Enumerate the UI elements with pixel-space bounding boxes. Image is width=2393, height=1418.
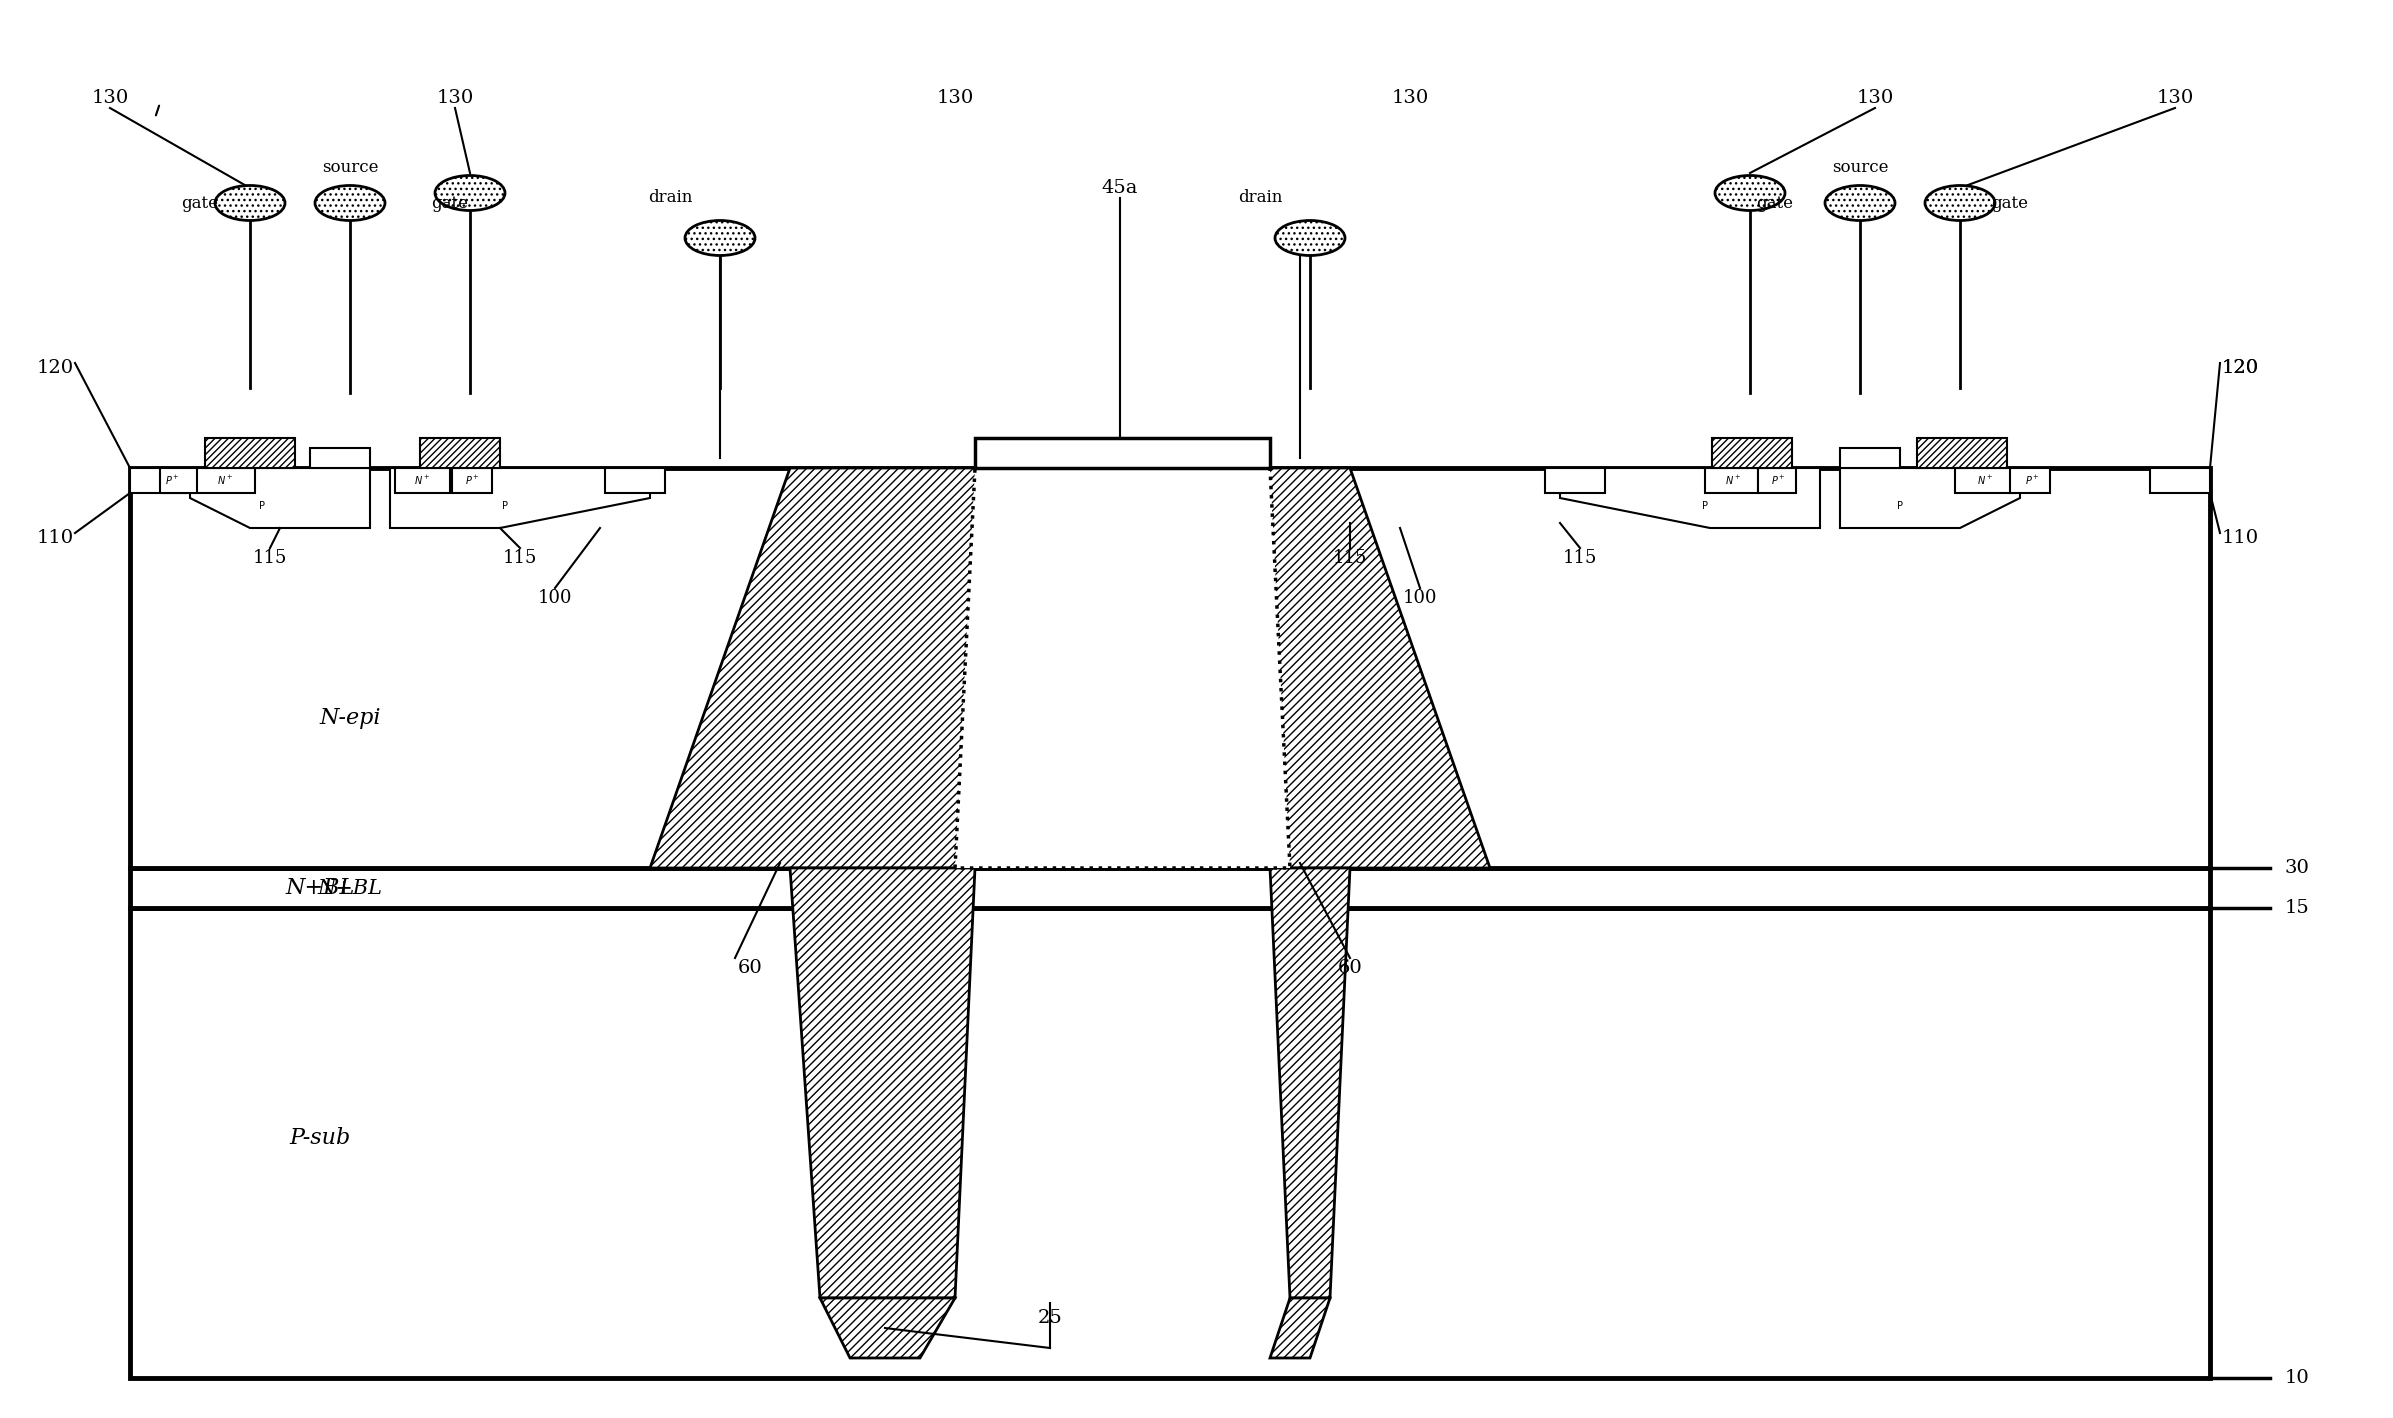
- Text: 130: 130: [936, 89, 974, 106]
- Text: P-sub: P-sub: [290, 1127, 352, 1149]
- Text: 100: 100: [538, 588, 572, 607]
- Bar: [974, 438, 1271, 468]
- Text: 10: 10: [2285, 1368, 2309, 1387]
- Text: 100: 100: [1402, 588, 1438, 607]
- Text: 130: 130: [1390, 89, 1429, 106]
- Ellipse shape: [1716, 176, 1785, 210]
- Polygon shape: [1271, 1297, 1331, 1358]
- Text: drain: drain: [649, 190, 692, 207]
- Text: N+BL: N+BL: [318, 879, 383, 898]
- Text: 115: 115: [1563, 549, 1596, 567]
- Ellipse shape: [436, 176, 505, 210]
- Text: 45a: 45a: [1101, 179, 1139, 197]
- Text: source: source: [321, 159, 378, 176]
- Text: 130: 130: [91, 89, 129, 106]
- Text: P: P: [503, 501, 507, 510]
- Text: 115: 115: [1333, 549, 1366, 567]
- Text: 130: 130: [436, 89, 474, 106]
- Polygon shape: [651, 468, 1101, 868]
- Bar: [1955, 468, 2015, 493]
- Text: 120: 120: [2221, 359, 2259, 377]
- Polygon shape: [1840, 468, 2020, 527]
- Text: $N^+$: $N^+$: [414, 474, 431, 486]
- Text: 115: 115: [254, 549, 287, 567]
- Text: 120: 120: [36, 359, 74, 377]
- Bar: [1546, 468, 1606, 493]
- Text: 25: 25: [1039, 1309, 1062, 1327]
- Bar: [1711, 438, 1792, 468]
- Text: 130: 130: [1857, 89, 1893, 106]
- Ellipse shape: [316, 186, 385, 221]
- Polygon shape: [790, 868, 974, 1297]
- Polygon shape: [1560, 468, 1821, 527]
- Text: source: source: [1831, 159, 1888, 176]
- Text: N+BL: N+BL: [285, 876, 354, 899]
- Text: $N^+$: $N^+$: [1977, 474, 1993, 486]
- Text: drain: drain: [1237, 190, 1283, 207]
- Bar: [421, 438, 500, 468]
- Bar: [206, 438, 294, 468]
- Text: P: P: [1898, 501, 1902, 510]
- Text: gate: gate: [1756, 194, 1792, 211]
- Text: $P^+$: $P^+$: [464, 474, 479, 486]
- Bar: [605, 468, 665, 493]
- Text: $N^+$: $N^+$: [1725, 474, 1742, 486]
- Text: 115: 115: [503, 549, 536, 567]
- Text: $N^+$: $N^+$: [218, 474, 232, 486]
- Bar: [1840, 448, 1900, 468]
- Bar: [2149, 468, 2211, 493]
- Text: gate: gate: [431, 194, 469, 211]
- Bar: [395, 468, 450, 493]
- Ellipse shape: [684, 221, 756, 255]
- Text: gate: gate: [182, 194, 218, 211]
- Bar: [2010, 468, 2051, 493]
- Ellipse shape: [1924, 186, 1996, 221]
- Text: 130: 130: [2156, 89, 2194, 106]
- Bar: [311, 448, 371, 468]
- Bar: [129, 868, 2211, 908]
- Polygon shape: [1271, 868, 1350, 1297]
- Text: 60: 60: [1338, 959, 1362, 977]
- Text: P: P: [258, 501, 266, 510]
- Polygon shape: [189, 468, 371, 527]
- Bar: [129, 908, 2211, 1378]
- Polygon shape: [1060, 468, 1491, 868]
- Bar: [452, 468, 493, 493]
- Text: 110: 110: [2221, 529, 2259, 547]
- Ellipse shape: [1275, 221, 1345, 255]
- Ellipse shape: [1826, 186, 1895, 221]
- Text: 120: 120: [2221, 359, 2259, 377]
- Polygon shape: [955, 468, 1290, 868]
- Bar: [129, 468, 2211, 868]
- Bar: [129, 468, 189, 493]
- Bar: [194, 468, 256, 493]
- Bar: [1917, 438, 2008, 468]
- Ellipse shape: [215, 186, 285, 221]
- Text: 110: 110: [36, 529, 74, 547]
- Text: gate: gate: [1991, 194, 2029, 211]
- Bar: [1704, 468, 1759, 493]
- Text: $P^+$: $P^+$: [1771, 474, 1785, 486]
- Polygon shape: [390, 468, 651, 527]
- Bar: [160, 468, 196, 493]
- Polygon shape: [821, 1297, 955, 1358]
- Text: 30: 30: [2285, 859, 2309, 876]
- Text: $P^+$: $P^+$: [2024, 474, 2039, 486]
- Text: 15: 15: [2285, 899, 2309, 917]
- Text: $P^+$: $P^+$: [165, 474, 179, 486]
- Text: N-epi: N-epi: [318, 708, 380, 729]
- Bar: [1759, 468, 1797, 493]
- Text: P: P: [1701, 501, 1709, 510]
- Text: 60: 60: [737, 959, 763, 977]
